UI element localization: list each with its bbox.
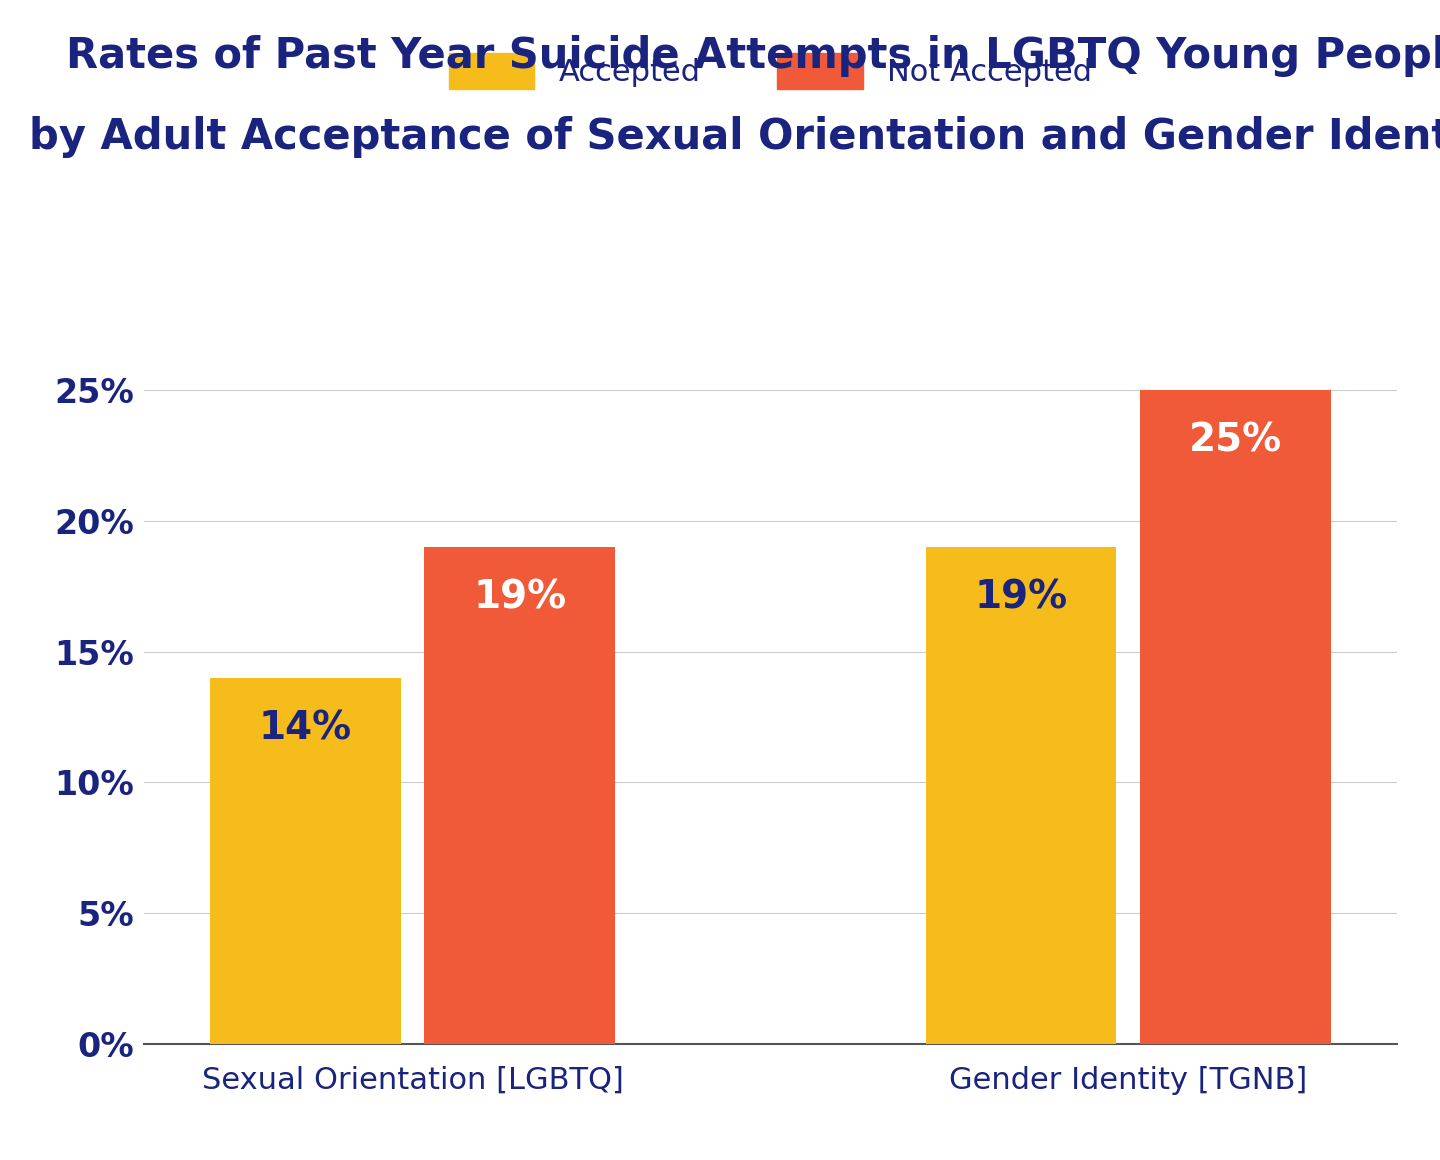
Text: Rates of Past Year Suicide Attempts in LGBTQ Young People: Rates of Past Year Suicide Attempts in L… [66,35,1440,77]
Text: 25%: 25% [1189,421,1282,459]
Text: by Adult Acceptance of Sexual Orientation and Gender Identity: by Adult Acceptance of Sexual Orientatio… [29,116,1440,158]
Legend: Accepted, Not Accepted: Accepted, Not Accepted [433,38,1107,104]
Bar [210,677,400,1044]
Text: 14%: 14% [259,709,351,747]
Text: 19%: 19% [975,579,1067,616]
Bar [1140,390,1331,1044]
Bar [926,548,1116,1044]
Text: 19%: 19% [474,579,566,616]
Bar [425,548,615,1044]
